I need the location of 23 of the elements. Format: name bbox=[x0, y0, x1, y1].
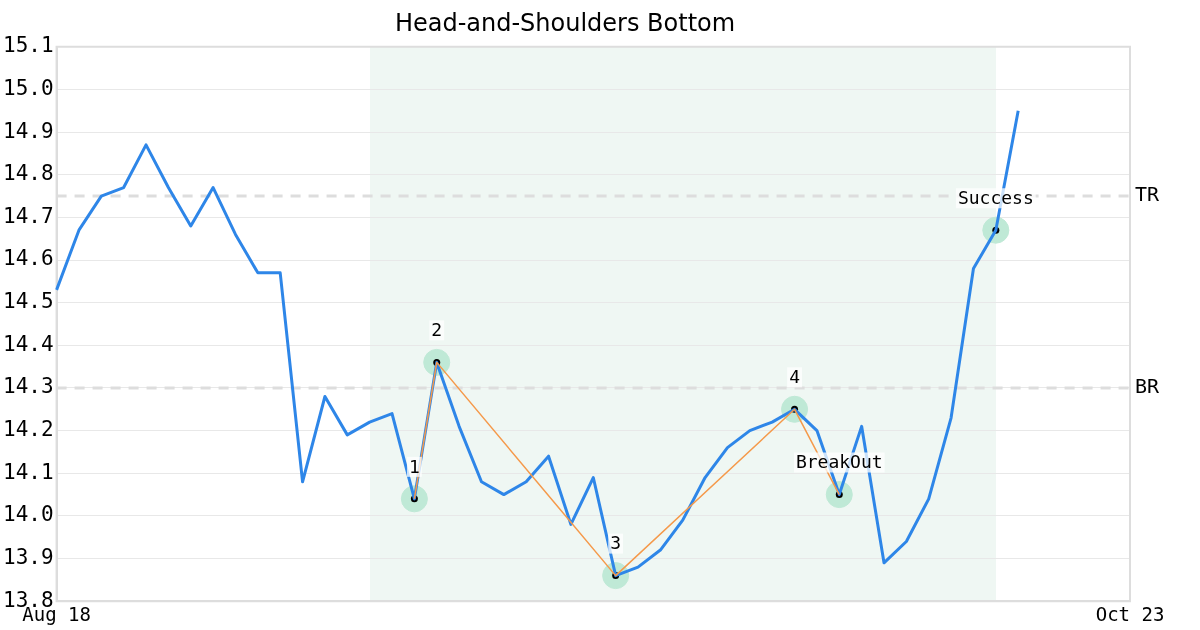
annotation: 2 bbox=[431, 319, 443, 341]
y-tick-label: 14.2 bbox=[2, 417, 54, 442]
ref-line-label: BR bbox=[1135, 374, 1161, 399]
x-tick-label: Oct 23 bbox=[1095, 602, 1165, 625]
ref-line-label: TR bbox=[1135, 182, 1161, 207]
annotation: 4 bbox=[789, 365, 800, 387]
y-tick-label: 13.9 bbox=[2, 545, 54, 570]
y-tick-label: 14.5 bbox=[2, 289, 54, 314]
chart-title: Head-and-Shoulders Bottom bbox=[394, 8, 736, 37]
annotation: BreakOut bbox=[795, 451, 883, 473]
annotation: 3 bbox=[610, 532, 622, 554]
y-tick-label: 15.1 bbox=[2, 33, 54, 58]
y-tick-label: 14.1 bbox=[2, 459, 54, 484]
annotation: Success bbox=[957, 186, 1034, 208]
y-tick-label: 15.0 bbox=[2, 75, 54, 100]
y-tick-label: 14.8 bbox=[2, 161, 54, 186]
y-tick-label: 14.4 bbox=[2, 331, 54, 356]
annotation: 1 bbox=[408, 455, 420, 477]
y-tick-label: 14.7 bbox=[2, 203, 54, 228]
y-tick-label: 14.9 bbox=[2, 118, 54, 143]
y-tick-label: 14.3 bbox=[2, 374, 54, 399]
y-tick-label: 14.6 bbox=[2, 246, 54, 271]
y-tick-label: 14.0 bbox=[2, 502, 54, 527]
